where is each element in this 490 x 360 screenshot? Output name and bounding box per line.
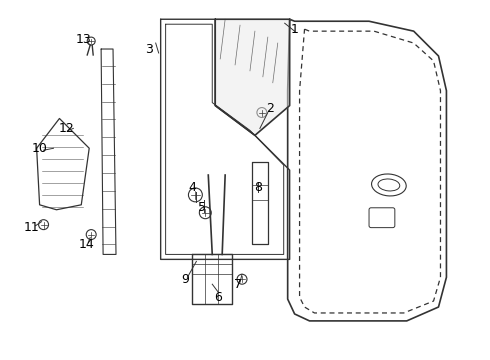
Text: 9: 9 <box>181 273 190 286</box>
Text: 14: 14 <box>78 238 94 251</box>
Text: 4: 4 <box>189 181 196 194</box>
Text: 7: 7 <box>234 278 242 291</box>
Text: 2: 2 <box>266 102 274 115</box>
Text: 10: 10 <box>32 142 48 155</box>
Text: 11: 11 <box>24 221 40 234</box>
Text: 13: 13 <box>75 33 91 46</box>
Text: 12: 12 <box>58 122 74 135</box>
Text: 6: 6 <box>214 291 222 303</box>
Text: 8: 8 <box>254 181 262 194</box>
Text: 3: 3 <box>145 42 153 55</box>
Text: 5: 5 <box>198 201 206 214</box>
Polygon shape <box>215 19 290 135</box>
Text: 1: 1 <box>291 23 298 36</box>
